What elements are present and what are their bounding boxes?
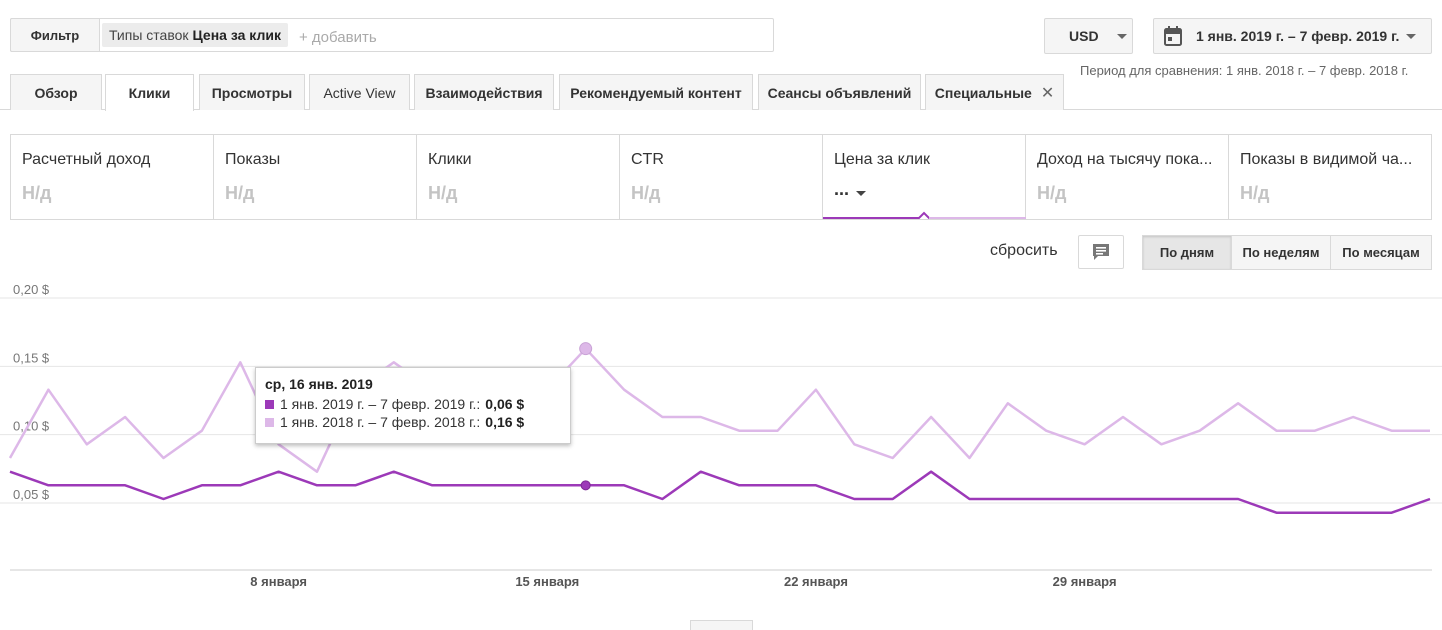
metric-card-viewable[interactable]: Показы в видимой ча... Н/д bbox=[1229, 135, 1431, 219]
x-tick-label: 22 января bbox=[784, 574, 848, 589]
filter-chip-prefix: Типы ставок bbox=[109, 27, 189, 43]
bottom-control-button[interactable] bbox=[690, 620, 753, 630]
period-month-button[interactable]: По месяцам bbox=[1330, 235, 1432, 270]
series-line bbox=[8, 347, 1430, 473]
tab-label: Взаимодействия bbox=[425, 84, 543, 101]
date-range-picker[interactable]: 1 янв. 2019 г. – 7 февр. 2019 г. bbox=[1153, 18, 1432, 54]
comment-button[interactable] bbox=[1078, 235, 1124, 269]
tab-ad-sessions[interactable]: Сеансы объявлений bbox=[758, 74, 921, 110]
tooltip-row-current: 1 янв. 2019 г. – 7 февр. 2019 г.: 0,06 $ bbox=[265, 396, 561, 412]
reset-link[interactable]: сбросить bbox=[990, 242, 1058, 259]
metric-value: Н/д bbox=[1037, 183, 1067, 203]
tooltip-title: ср, 16 янв. 2019 bbox=[265, 376, 373, 392]
tab-active-view[interactable]: Active View bbox=[309, 74, 410, 110]
x-tick-label: 8 января bbox=[250, 574, 307, 589]
y-tick-label: 0,05 $ bbox=[13, 487, 50, 502]
currency-dropdown[interactable]: USD bbox=[1044, 18, 1133, 54]
filter-button[interactable]: Фильтр bbox=[10, 18, 100, 52]
x-tick-label: 15 января bbox=[515, 574, 579, 589]
metric-label: CTR bbox=[631, 151, 664, 168]
y-tick-label: 0,15 $ bbox=[13, 350, 50, 365]
period-week-button[interactable]: По неделям bbox=[1231, 235, 1331, 270]
highlight-point bbox=[580, 480, 591, 491]
series-line bbox=[9, 470, 1431, 514]
comment-icon bbox=[1091, 242, 1111, 262]
y-tick-label: 0,20 $ bbox=[13, 282, 50, 297]
chart-tooltip: ср, 16 янв. 2019 1 янв. 2019 г. – 7 февр… bbox=[255, 367, 571, 444]
chevron-down-icon bbox=[1406, 33, 1417, 39]
metric-label: Показы в видимой ча... bbox=[1240, 151, 1413, 168]
tab-label: Рекомендуемый контент bbox=[570, 84, 742, 101]
metric-value: Н/д bbox=[631, 183, 661, 203]
metric-value: Н/д bbox=[1240, 183, 1270, 203]
tooltip-row-value: 0,16 $ bbox=[485, 414, 525, 430]
tab-overview[interactable]: Обзор bbox=[10, 74, 102, 110]
metric-card-impressions[interactable]: Показы Н/д bbox=[214, 135, 417, 219]
tooltip-row-compare: 1 янв. 2018 г. – 7 февр. 2018 г.: 0,16 $ bbox=[265, 414, 561, 430]
tab-clicks[interactable]: Клики bbox=[105, 74, 194, 111]
filter-chip-bid-type[interactable]: Типы ставок Цена за клик bbox=[102, 23, 288, 47]
metric-cards bbox=[10, 134, 1432, 220]
metric-card-clicks[interactable]: Клики Н/д bbox=[417, 135, 620, 219]
tab-custom[interactable]: Специальные ✕ bbox=[925, 74, 1064, 110]
tab-label: Клики bbox=[128, 85, 171, 101]
filter-chip-value: Цена за клик bbox=[192, 27, 281, 43]
comparison-period-text: Период для сравнения: 1 янв. 2018 г. – 7… bbox=[1080, 63, 1409, 78]
tab-label: Просмотры bbox=[211, 84, 293, 101]
tab-interactions[interactable]: Взаимодействия bbox=[414, 74, 554, 110]
legend-swatch bbox=[265, 399, 274, 409]
metric-label: Доход на тысячу пока... bbox=[1037, 151, 1213, 168]
metric-value: Н/д bbox=[428, 183, 458, 203]
metric-card-revenue[interactable]: Расчетный доход Н/д bbox=[11, 135, 214, 219]
date-range-label: 1 янв. 2019 г. – 7 февр. 2019 г. bbox=[1196, 28, 1400, 44]
tab-views[interactable]: Просмотры bbox=[199, 74, 305, 110]
metric-card-rpm[interactable]: Доход на тысячу пока... Н/д bbox=[1026, 135, 1229, 219]
metric-value: Н/д bbox=[22, 183, 52, 203]
cpc-line-chart[interactable]: 0,20 $ 0,15 $ 0,10 $ 0,05 $ 8 января 15 январ… bbox=[0, 280, 1442, 600]
x-tick-label: 29 января bbox=[1053, 574, 1117, 589]
tab-label: Специальные bbox=[934, 84, 1032, 101]
legend-swatch bbox=[265, 417, 274, 427]
close-icon[interactable]: ✕ bbox=[1040, 84, 1055, 102]
metric-selected-underline bbox=[823, 211, 1026, 219]
tab-label: Active View bbox=[323, 84, 396, 101]
tab-label: Обзор bbox=[34, 84, 78, 101]
metric-card-ctr[interactable]: CTR Н/д bbox=[620, 135, 823, 219]
tooltip-row-label: 1 янв. 2018 г. – 7 февр. 2018 г.: bbox=[280, 414, 481, 430]
period-toggle-group: По дням По неделям По месяцам bbox=[1142, 235, 1432, 270]
currency-label: USD bbox=[1069, 28, 1099, 44]
period-day-button[interactable]: По дням bbox=[1142, 235, 1232, 270]
chevron-down-icon bbox=[1116, 33, 1127, 39]
tooltip-row-label: 1 янв. 2019 г. – 7 февр. 2019 г.: bbox=[280, 396, 481, 412]
highlight-point bbox=[579, 342, 593, 356]
tab-recommended-content[interactable]: Рекомендуемый контент bbox=[559, 74, 753, 110]
tooltip-row-value: 0,06 $ bbox=[485, 396, 525, 412]
y-tick-label: 0,10 $ bbox=[13, 419, 50, 434]
metric-value: Н/д bbox=[225, 183, 255, 203]
metric-card-cpc[interactable]: Цена за клик ... bbox=[823, 135, 1026, 219]
calendar-icon bbox=[1164, 26, 1182, 46]
metric-value: ... bbox=[834, 179, 850, 199]
add-filter-link[interactable]: + добавить bbox=[299, 29, 377, 46]
metric-label: Расчетный доход bbox=[22, 151, 151, 168]
metric-label: Клики bbox=[428, 151, 472, 168]
chevron-down-icon[interactable] bbox=[856, 191, 866, 196]
metric-label: Показы bbox=[225, 151, 281, 168]
tab-label: Сеансы объявлений bbox=[767, 84, 912, 101]
metric-label: Цена за клик bbox=[834, 151, 931, 168]
